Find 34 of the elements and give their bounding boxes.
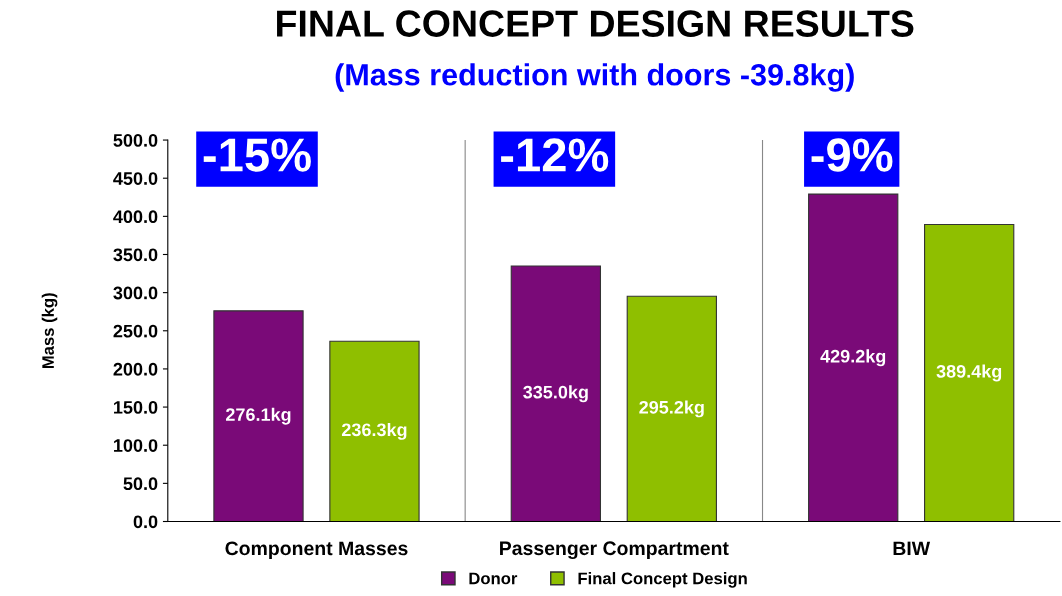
- y-tick-label: 450.0: [113, 172, 158, 185]
- annotation: -9%: [811, 138, 893, 172]
- y-tick-label: 350.0: [113, 248, 158, 262]
- y-tick-label: 100.0: [114, 439, 158, 452]
- y-tick-label: 200.0: [113, 362, 158, 376]
- y-tick-label: 250.0: [113, 324, 158, 338]
- annotation: -12%: [501, 138, 609, 172]
- bar: [213, 310, 304, 522]
- bar: [808, 193, 899, 522]
- bar: [510, 265, 602, 522]
- bar: [924, 223, 1015, 522]
- data-label: 389.4kg: [936, 364, 1002, 382]
- x-tick-label: BIW: [893, 541, 931, 556]
- y-tick-label: 400.0: [113, 210, 158, 224]
- data-label: 335.0kg: [523, 385, 588, 403]
- y-axis-title: Mass (kg): [41, 293, 58, 369]
- chart-subtitle: (Mass reduction with doors -39.8kg): [335, 63, 854, 92]
- bar: [626, 295, 717, 522]
- chart-title: FINAL CONCEPT DESIGN RESULTS: [277, 10, 914, 37]
- data-label: 276.1kg: [225, 407, 291, 425]
- y-tick-label: 50.0: [123, 477, 158, 491]
- x-tick-label: Passenger Compartment: [500, 541, 729, 560]
- y-tick-label: 150.0: [114, 401, 158, 414]
- annotation: -15%: [203, 138, 311, 172]
- legend-label: Final Concept Design: [578, 572, 747, 588]
- data-label: 295.2kg: [639, 400, 704, 418]
- data-label: 429.2kg: [820, 349, 886, 367]
- legend-label: Donor: [469, 572, 518, 585]
- data-label: 236.3kg: [341, 422, 407, 440]
- x-tick-label: Component Masses: [225, 541, 408, 560]
- y-tick-label: 300.0: [113, 286, 158, 300]
- y-tick-label: 0.0: [133, 515, 158, 529]
- bar: [329, 340, 420, 522]
- y-tick-label: 500.0: [113, 133, 158, 147]
